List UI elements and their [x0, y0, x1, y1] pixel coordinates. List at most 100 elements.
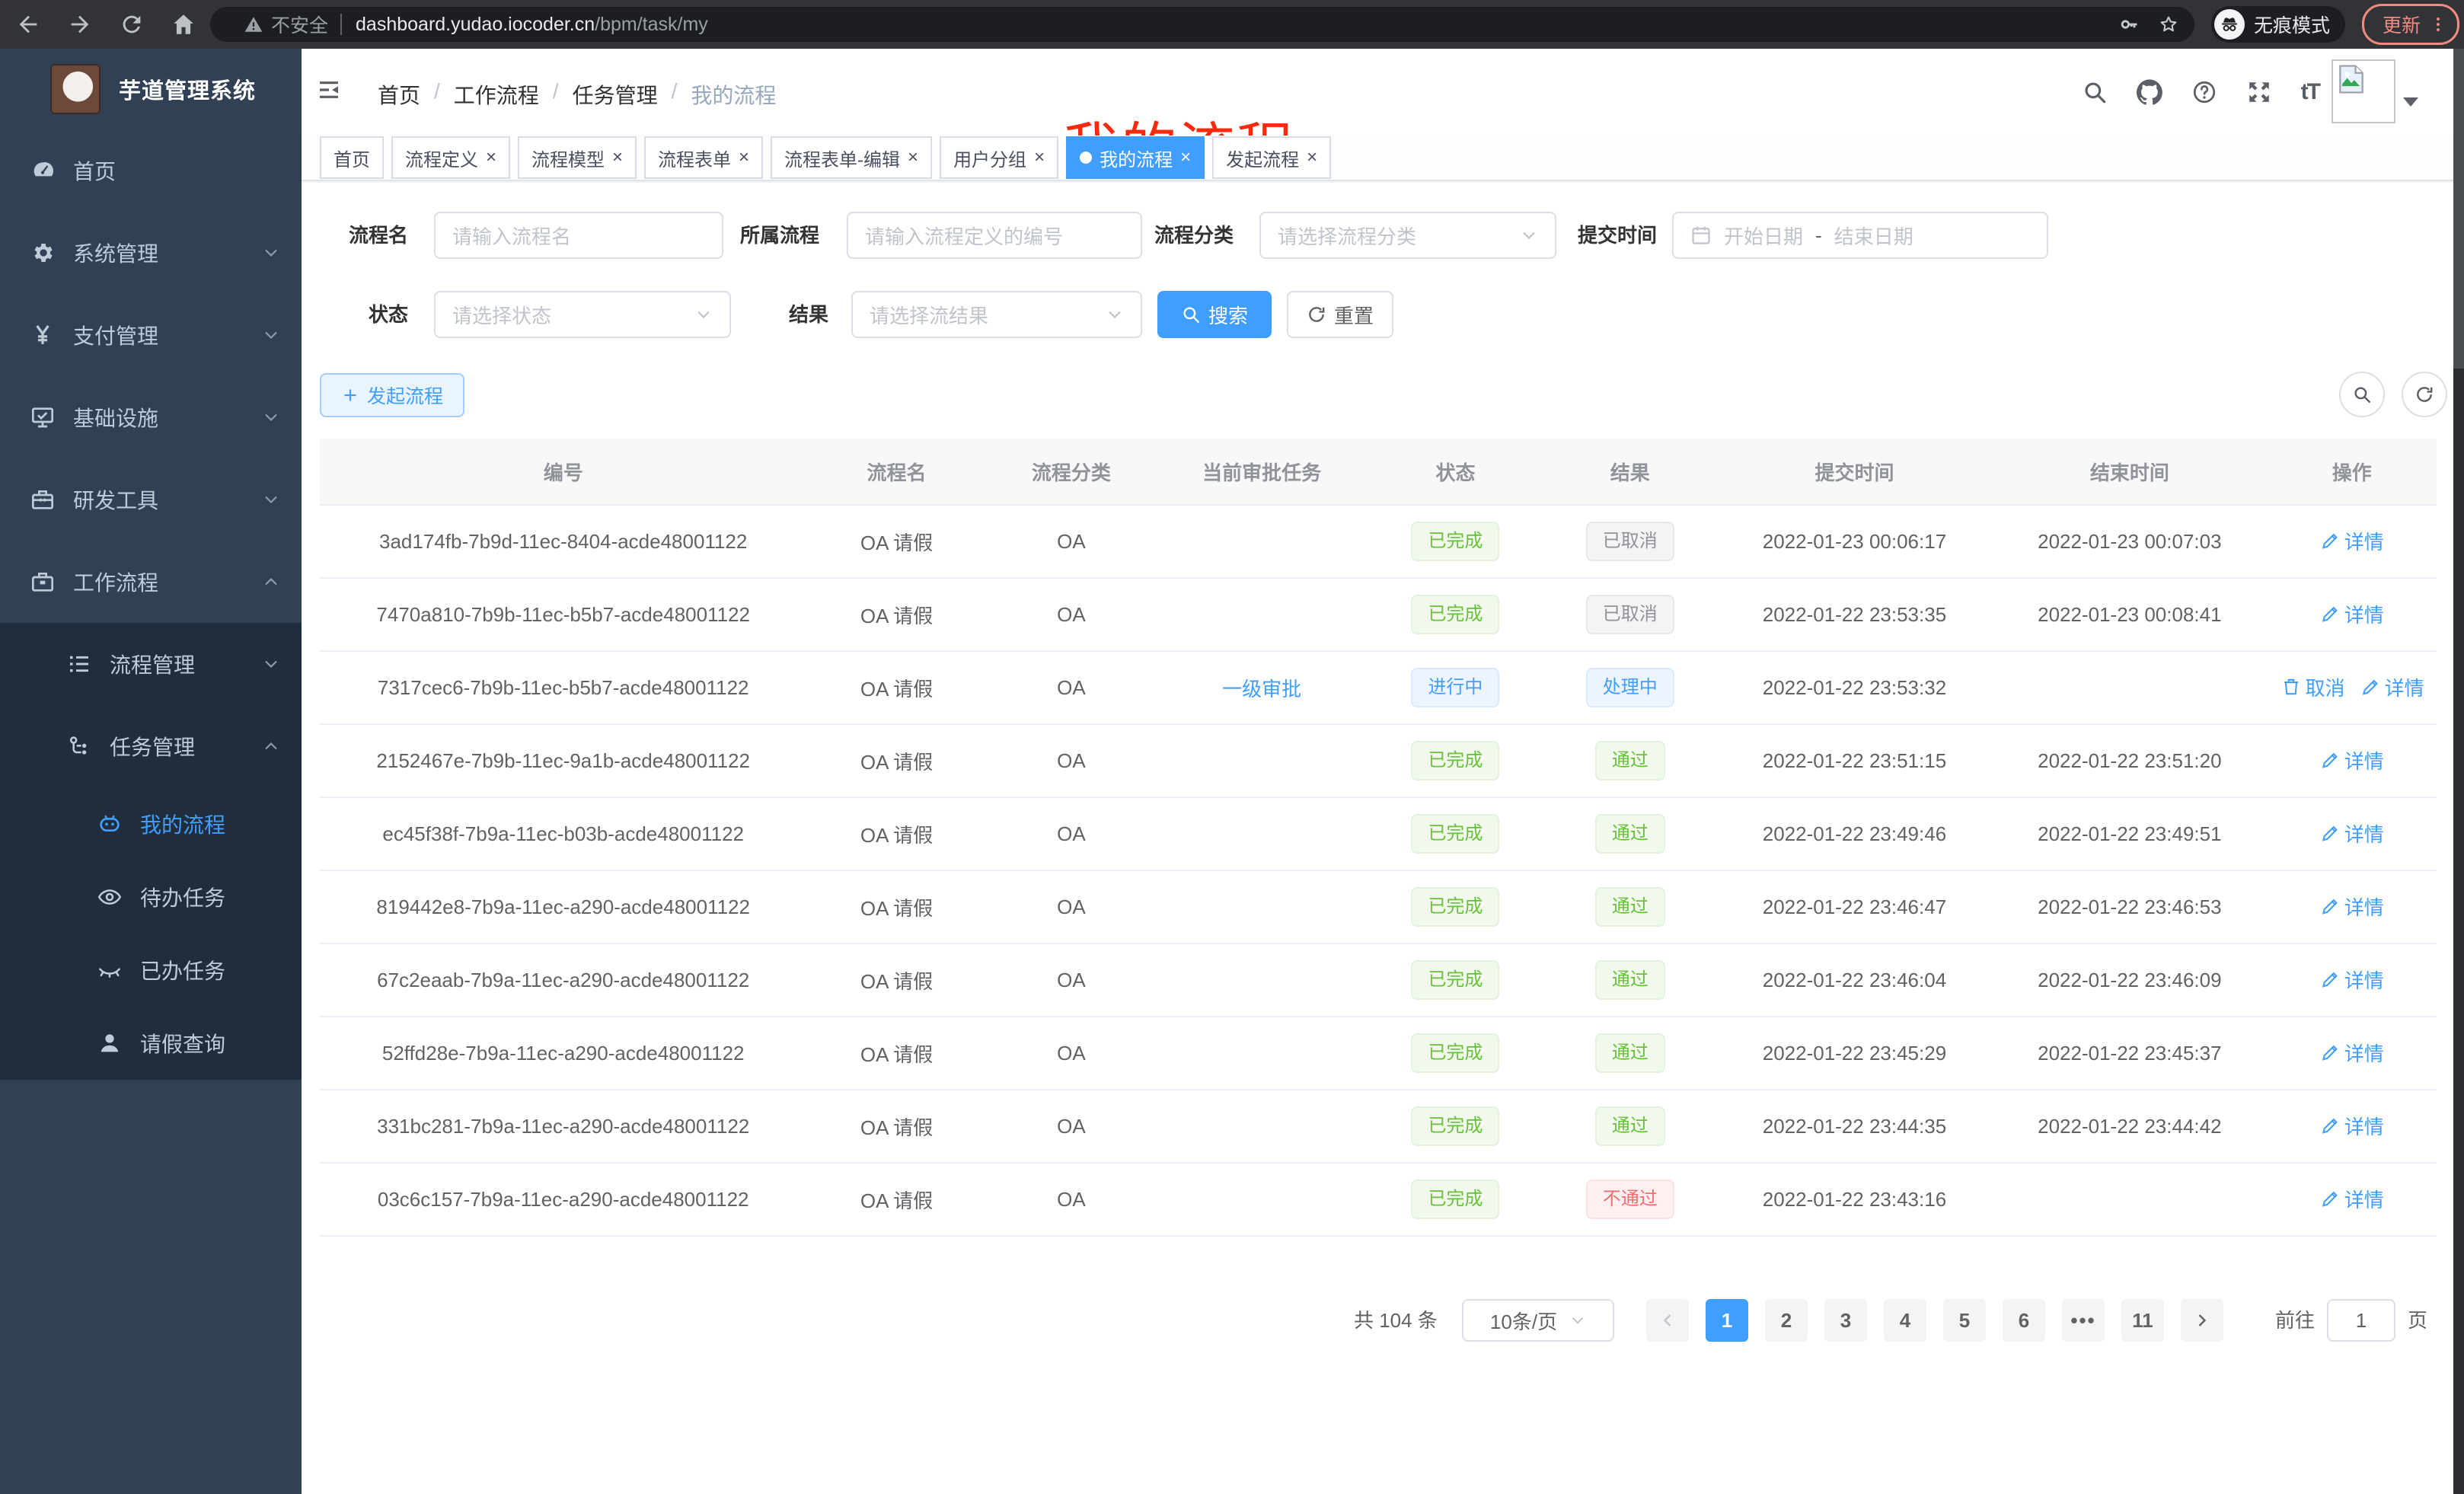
tab-close-icon[interactable]: ×: [612, 147, 624, 168]
tab-用户分组[interactable]: 用户分组 ×: [940, 136, 1059, 179]
sidebar-item-briefcase[interactable]: 工作流程: [0, 541, 302, 623]
avatar[interactable]: [2332, 59, 2395, 123]
page-size-select[interactable]: 10条/页: [1462, 1299, 1614, 1342]
detail-link[interactable]: 详情: [2320, 966, 2384, 994]
tab-close-icon[interactable]: ×: [739, 147, 750, 168]
detail-link[interactable]: 详情: [2320, 1039, 2384, 1067]
avatar-dropdown-caret-icon[interactable]: [2403, 97, 2418, 114]
tab-流程模型[interactable]: 流程模型 ×: [518, 136, 637, 179]
pagination-page-5[interactable]: 5: [1943, 1299, 1986, 1342]
category-select[interactable]: 请选择流程分类: [1259, 212, 1556, 259]
sidebar-item-monitor[interactable]: 基础设施: [0, 376, 302, 458]
reset-button[interactable]: 重置: [1287, 291, 1393, 338]
tab-close-icon[interactable]: ×: [908, 147, 919, 168]
pagination-page-11[interactable]: 11: [2121, 1299, 2164, 1342]
sidebar-item-eye[interactable]: 待办任务: [0, 860, 302, 934]
chevron-down-icon: [262, 326, 280, 344]
detail-link[interactable]: 详情: [2320, 1185, 2384, 1213]
pagination-page-1[interactable]: 1: [1706, 1299, 1748, 1342]
sidebar-toggle-icon[interactable]: [317, 78, 341, 102]
process-def-input[interactable]: 请输入流程定义的编号: [847, 212, 1142, 259]
breadcrumb-item[interactable]: 任务管理: [572, 84, 658, 107]
goto-page-input[interactable]: 1: [2327, 1299, 2396, 1342]
browser-menu-kebab-icon[interactable]: [2428, 14, 2448, 34]
pagination-page-2[interactable]: 2: [1765, 1299, 1808, 1342]
breadcrumb-item: 我的流程: [691, 84, 777, 107]
detail-link[interactable]: 详情: [2320, 1112, 2384, 1140]
detail-link[interactable]: 详情: [2320, 892, 2384, 921]
tab-流程表单-编辑[interactable]: 流程表单-编辑 ×: [771, 136, 933, 179]
chevron-up-icon: [262, 737, 280, 755]
breadcrumb-item[interactable]: 首页: [378, 84, 421, 107]
sidebar-item-list[interactable]: 流程管理: [0, 623, 302, 705]
tab-首页[interactable]: 首页: [320, 136, 384, 179]
eye-icon: [97, 885, 122, 909]
sidebar-item-user[interactable]: 请假查询: [0, 1007, 302, 1080]
result-select[interactable]: 请选择流结果: [851, 291, 1142, 338]
process-name-input[interactable]: 请输入流程名: [434, 212, 723, 259]
process-table: 编号 流程名 流程分类 当前审批任务 状态 结果 提交时间 结束时间 操作 3ad174fb-7…: [320, 439, 2437, 1237]
password-key-icon[interactable]: [2118, 14, 2140, 35]
sidebar-item-eye-closed[interactable]: 已办任务: [0, 934, 302, 1007]
pagination-page-3[interactable]: 3: [1824, 1299, 1867, 1342]
detail-link[interactable]: 详情: [2320, 527, 2384, 555]
forward-icon[interactable]: [67, 11, 93, 37]
browser-update-button[interactable]: 更新: [2362, 4, 2460, 45]
cell-actions: 详情: [2267, 1163, 2437, 1237]
tab-close-icon[interactable]: ×: [1034, 147, 1045, 168]
refresh-table-button[interactable]: [2402, 372, 2447, 417]
back-icon[interactable]: [15, 11, 41, 37]
sidebar-item-robot[interactable]: 我的流程: [0, 787, 302, 860]
tab-我的流程[interactable]: 我的流程 ×: [1066, 136, 1205, 179]
cell-name: OA 请假: [806, 1163, 987, 1237]
result-badge: 处理中: [1585, 668, 1674, 707]
task-link[interactable]: 一级审批: [1222, 677, 1302, 701]
breadcrumb-item[interactable]: 工作流程: [453, 84, 539, 107]
detail-link[interactable]: 详情: [2320, 746, 2384, 774]
pagination-ellipsis[interactable]: •••: [2062, 1299, 2105, 1342]
search-icon: [2352, 385, 2372, 404]
cancel-link[interactable]: 取消: [2281, 673, 2345, 701]
bookmark-star-icon[interactable]: [2158, 14, 2179, 35]
help-icon[interactable]: [2191, 79, 2217, 105]
detail-link[interactable]: 详情: [2360, 673, 2424, 701]
cell-id: 3ad174fb-7b9d-11ec-8404-acde48001122: [320, 505, 807, 579]
tab-close-icon[interactable]: ×: [486, 147, 497, 168]
sidebar-item-toolbox[interactable]: 研发工具: [0, 458, 302, 541]
browser-scrollbar[interactable]: [2453, 49, 2464, 1494]
search-button[interactable]: 搜索: [1157, 291, 1272, 338]
sidebar-item-gear[interactable]: 系统管理: [0, 212, 302, 294]
tab-close-icon[interactable]: ×: [1307, 147, 1318, 168]
search-icon[interactable]: [2082, 79, 2108, 105]
home-icon[interactable]: [171, 11, 196, 37]
status-badge: 已完成: [1411, 595, 1500, 634]
browser-scrollbar-thumb[interactable]: [2453, 49, 2464, 369]
result-badge: 不通过: [1585, 1180, 1674, 1219]
pagination-next-button[interactable]: [2181, 1299, 2223, 1342]
fullscreen-icon[interactable]: [2246, 79, 2272, 105]
submit-time-range-picker[interactable]: 开始日期 - 结束日期: [1672, 212, 2048, 259]
font-size-icon[interactable]: tT: [2300, 79, 2321, 104]
detail-link[interactable]: 详情: [2320, 600, 2384, 628]
sidebar-item-yen[interactable]: 支付管理: [0, 294, 302, 376]
detail-link[interactable]: 详情: [2320, 819, 2384, 848]
sidebar-item-gauge[interactable]: 首页: [0, 129, 302, 212]
pagination-page-4[interactable]: 4: [1884, 1299, 1926, 1342]
cell-end-time: 2022-01-23 00:08:41: [1992, 578, 2268, 652]
tab-流程定义[interactable]: 流程定义 ×: [391, 136, 511, 179]
cell-submit-time: 2022-01-22 23:53:35: [1716, 578, 1993, 652]
github-icon[interactable]: [2137, 79, 2162, 105]
create-process-button[interactable]: 发起流程: [320, 373, 464, 417]
toggle-search-button[interactable]: [2339, 372, 2385, 417]
tab-发起流程[interactable]: 发起流程 ×: [1212, 136, 1332, 179]
tab-close-icon[interactable]: ×: [1180, 147, 1192, 168]
status-select[interactable]: 请选择状态: [434, 291, 731, 338]
reload-icon[interactable]: [119, 11, 145, 37]
table-row: ec45f38f-7b9a-11ec-b03b-acde48001122 OA 请…: [320, 797, 2437, 871]
sidebar-item-flow[interactable]: 任务管理: [0, 705, 302, 787]
chevron-left-icon: [1658, 1311, 1677, 1330]
tab-流程表单[interactable]: 流程表单 ×: [644, 136, 764, 179]
address-bar[interactable]: 不安全 dashboard.yudao.iocoder.cn/bpm/task/…: [210, 7, 2194, 42]
pagination-page-6[interactable]: 6: [2003, 1299, 2045, 1342]
pagination-prev-button[interactable]: [1646, 1299, 1689, 1342]
